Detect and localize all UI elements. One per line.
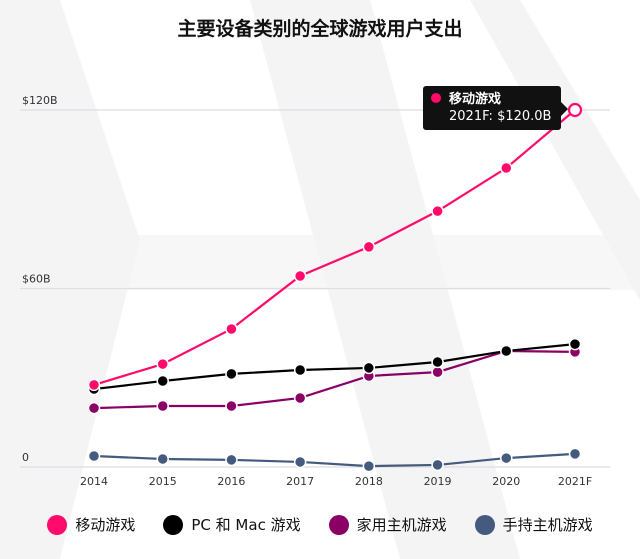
data-point [156, 374, 169, 388]
data-point [225, 453, 238, 467]
data-point [225, 399, 238, 413]
legend-label: 手持主机游戏 [502, 516, 593, 534]
legend-label: PC 和 Mac 游戏 [191, 516, 301, 534]
legend-label: 移动游戏 [75, 516, 136, 534]
tooltip-series: 移动游戏 [449, 92, 502, 107]
legend-item-mobile[interactable]: 移动游戏 [47, 514, 135, 535]
x-tick-label: 2017 [286, 475, 314, 488]
series-line [93, 349, 576, 410]
data-point [87, 401, 101, 415]
data-point [293, 391, 307, 405]
legend-item-handheld[interactable]: 手持主机游戏 [474, 514, 593, 535]
data-point [362, 240, 376, 254]
watermark-band [0, 235, 640, 290]
data-point [431, 458, 444, 472]
legend-swatch [328, 514, 349, 535]
x-tick-label: 2021F [558, 475, 592, 488]
data-point [568, 447, 582, 461]
legend-item-console[interactable]: 家用主机游戏 [328, 514, 447, 535]
tooltip-series-dot [431, 93, 441, 103]
data-point [500, 161, 513, 175]
tooltip: 移动游戏 2021F: $120.0B [423, 86, 569, 130]
data-point [293, 363, 307, 377]
data-point [500, 344, 513, 358]
y-tick-label: $60B [22, 273, 51, 286]
data-point [568, 337, 582, 351]
data-point [431, 365, 444, 379]
x-tick-label: 2018 [355, 475, 383, 488]
x-tick-label: 2016 [217, 475, 245, 488]
legend-swatch [474, 514, 495, 535]
data-point [87, 378, 101, 392]
series-line [93, 109, 576, 386]
data-point [156, 452, 169, 466]
data-point [156, 399, 169, 413]
x-tick-label: 2014 [80, 475, 108, 488]
data-point [431, 204, 444, 218]
x-tick-label: 2019 [424, 475, 452, 488]
x-tick-label: 2015 [149, 475, 177, 488]
data-point [225, 322, 238, 336]
data-point [225, 367, 238, 381]
tooltip-value: 2021F: $120.0B [449, 109, 552, 124]
legend-item-pc[interactable]: PC 和 Mac 游戏 [163, 514, 301, 535]
x-tick-label: 2020 [492, 475, 520, 488]
y-tick-label: $120B [22, 94, 58, 107]
y-tick-label: 0 [22, 451, 29, 464]
data-point [567, 102, 583, 118]
legend-label: 家用主机游戏 [356, 516, 447, 534]
chart-title: 主要设备类别的全球游戏用户支出 [177, 18, 463, 40]
data-point [293, 455, 307, 469]
legend-swatch [47, 514, 68, 535]
data-point [362, 459, 376, 473]
watermark-shape [470, 0, 640, 300]
series-line [93, 343, 576, 391]
series-line [93, 452, 576, 468]
data-point [362, 361, 376, 375]
legend: 移动游戏 PC 和 Mac 游戏 家用主机游戏 手持主机游戏 [0, 514, 640, 535]
data-point [156, 357, 169, 371]
data-point [293, 269, 307, 283]
data-point [500, 451, 513, 465]
data-point [87, 449, 101, 463]
legend-swatch [163, 514, 184, 535]
data-point [431, 355, 444, 369]
